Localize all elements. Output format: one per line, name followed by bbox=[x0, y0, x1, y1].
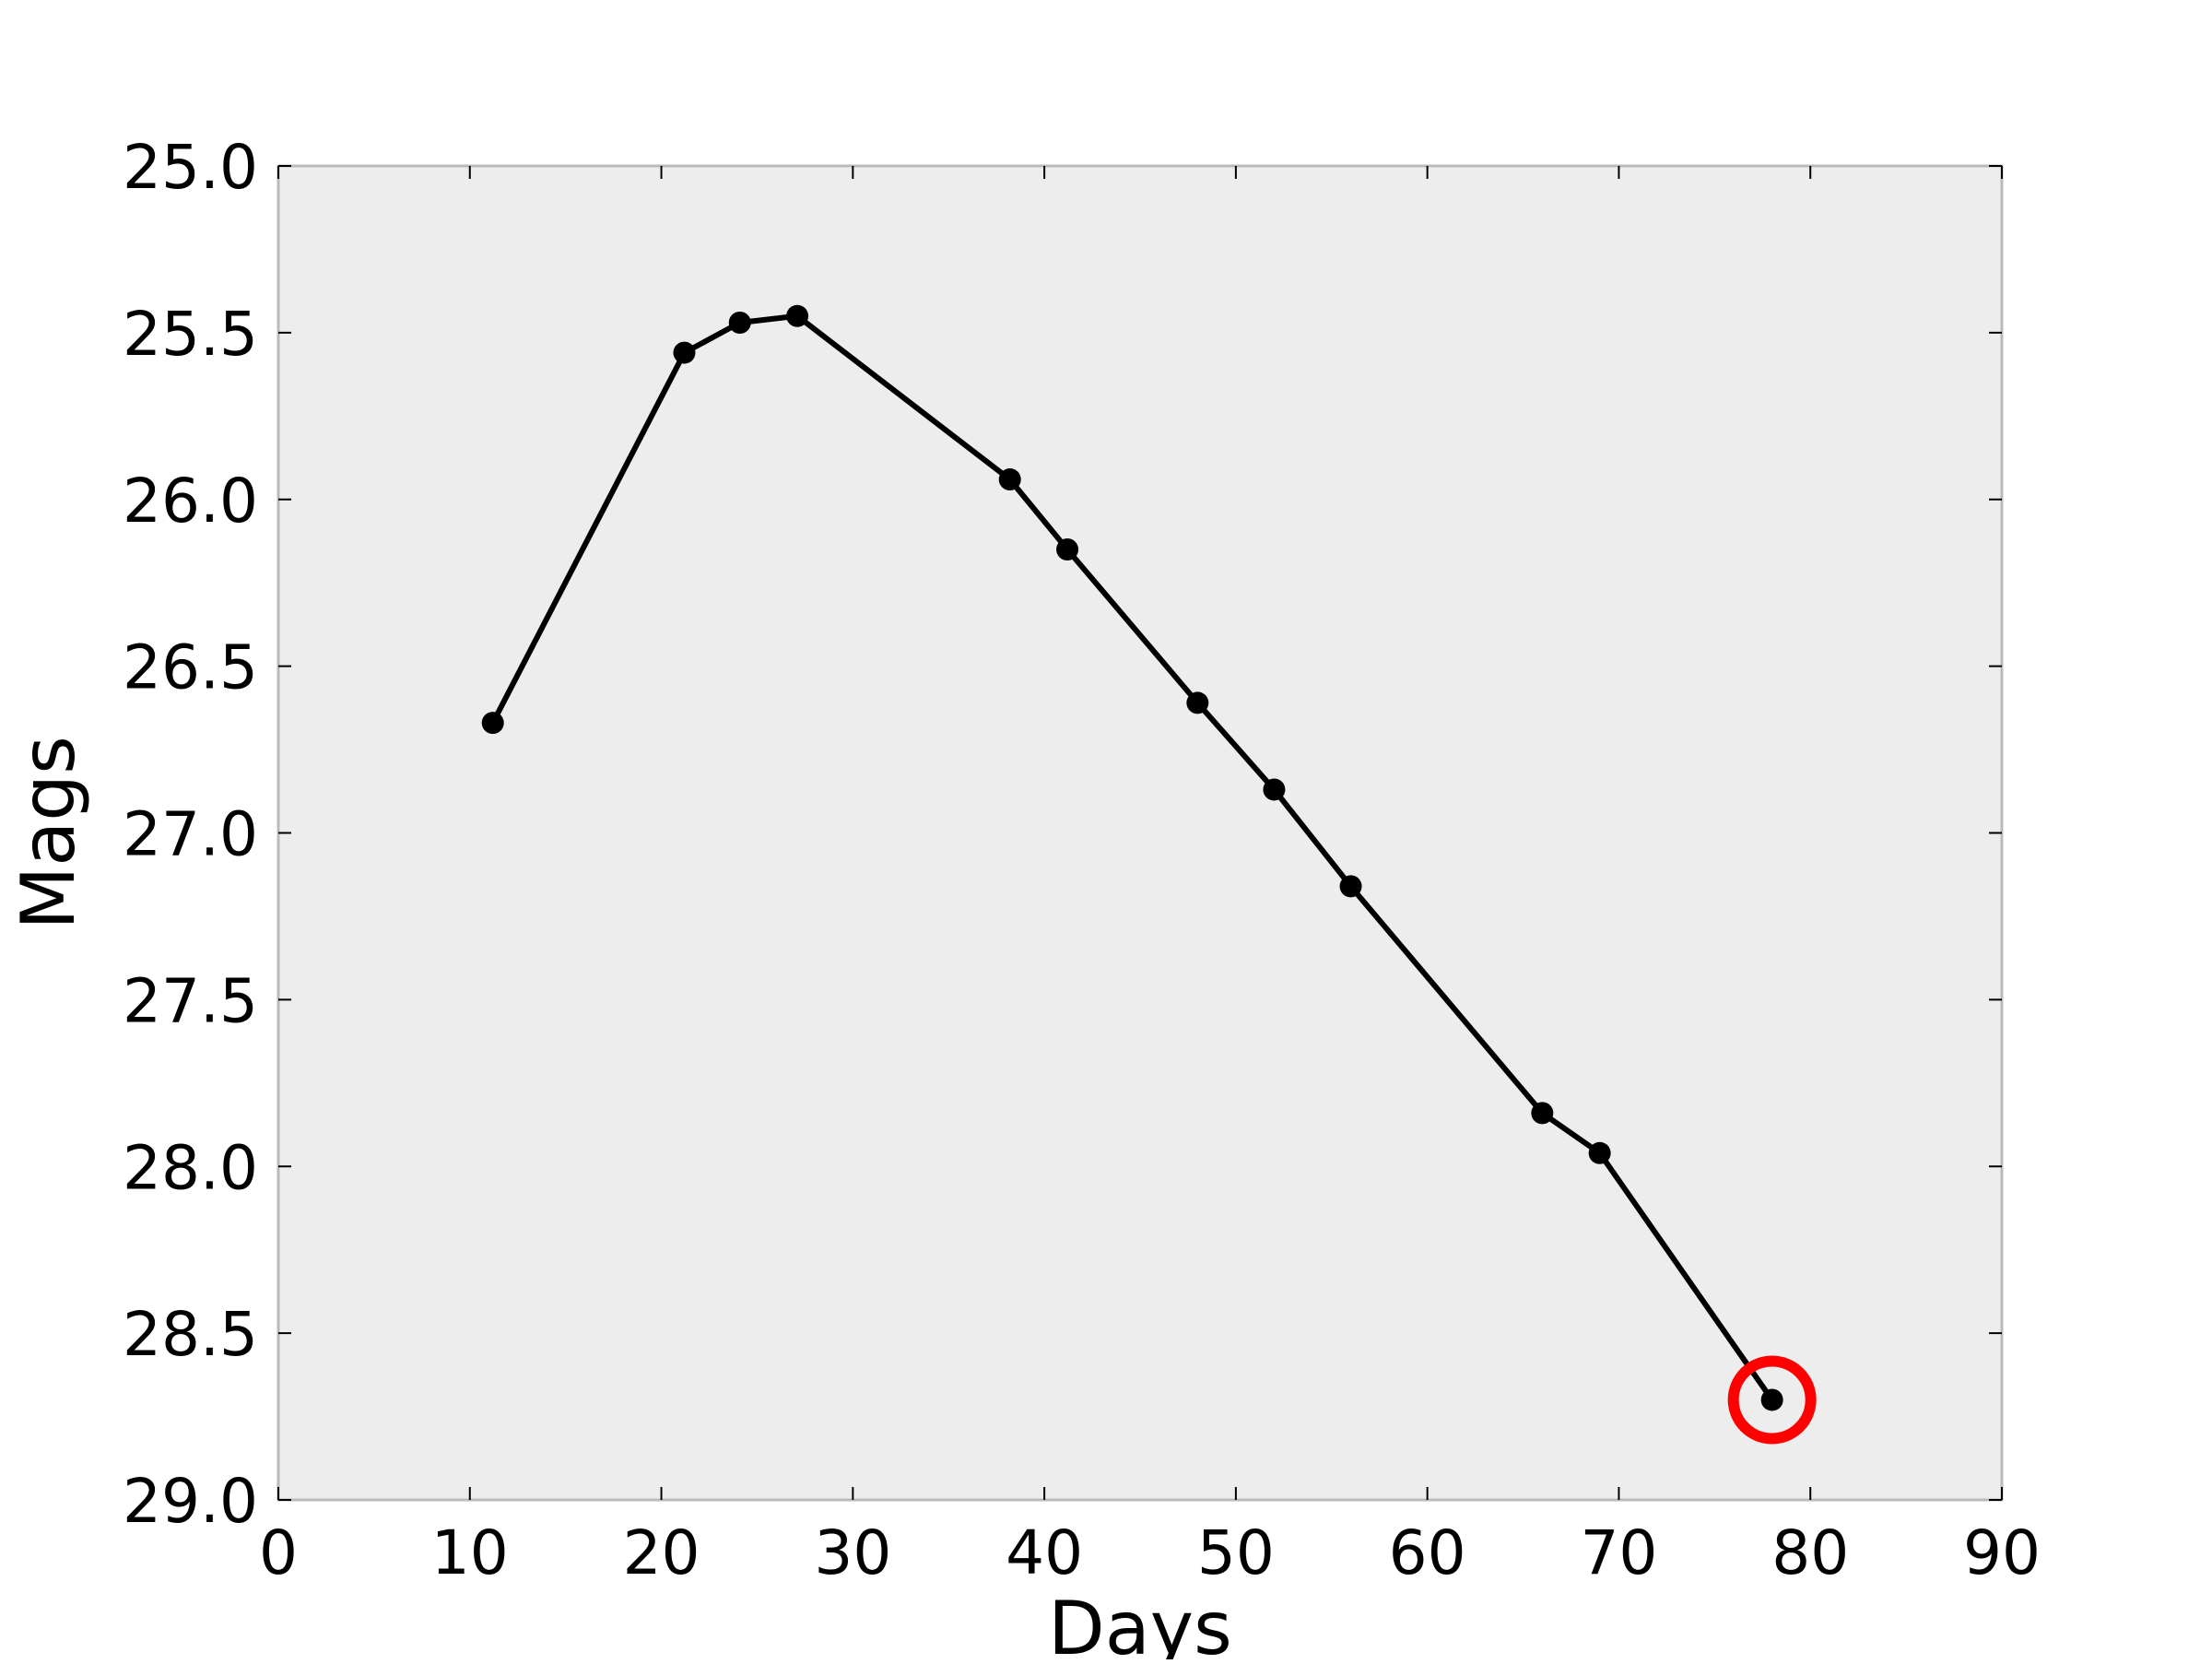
data-point bbox=[1760, 1388, 1783, 1411]
x-tick-label: 20 bbox=[623, 1517, 700, 1588]
x-tick-label: 70 bbox=[1580, 1517, 1657, 1588]
x-tick-label: 0 bbox=[259, 1517, 298, 1588]
data-point bbox=[728, 312, 751, 335]
data-point bbox=[673, 341, 696, 364]
data-point bbox=[1531, 1102, 1554, 1125]
x-axis-title: Days bbox=[1048, 1586, 1232, 1659]
highlight-layer bbox=[1727, 1355, 1817, 1445]
y-tick-label: 27.0 bbox=[123, 799, 258, 870]
y-tick-label: 26.5 bbox=[123, 632, 258, 703]
x-tick-label: 60 bbox=[1389, 1517, 1466, 1588]
data-point bbox=[1588, 1141, 1611, 1164]
data-point bbox=[481, 712, 504, 735]
x-tick-label: 10 bbox=[431, 1517, 509, 1588]
x-tick-label: 30 bbox=[814, 1517, 891, 1588]
data-point bbox=[998, 468, 1021, 491]
x-tick-label: 90 bbox=[1963, 1517, 2041, 1588]
data-point bbox=[1339, 875, 1362, 898]
data-point bbox=[1263, 778, 1286, 801]
data-point bbox=[1056, 538, 1079, 561]
plot-area bbox=[276, 164, 2004, 1502]
data-point bbox=[1186, 691, 1209, 714]
highlight-ring bbox=[1727, 1355, 1817, 1445]
x-tick-label: 40 bbox=[1006, 1517, 1083, 1588]
y-tick-label: 28.5 bbox=[123, 1299, 258, 1370]
y-tick-label: 28.0 bbox=[123, 1132, 258, 1203]
x-tick-label: 50 bbox=[1197, 1517, 1275, 1588]
data-point bbox=[786, 304, 809, 327]
ticks-layer: 0 10 20 30 40 50 60 70 80 90 25.0 25.5 26.0 26.5 27.0 2… bbox=[123, 132, 2041, 1588]
series-layer bbox=[481, 304, 1783, 1411]
y-tick-label: 27.5 bbox=[123, 965, 258, 1036]
x-tick-label: 80 bbox=[1771, 1517, 1849, 1588]
y-tick-label: 25.5 bbox=[123, 299, 258, 370]
y-tick-label: 29.0 bbox=[123, 1466, 258, 1537]
y-axis-title: Mags bbox=[6, 736, 91, 930]
y-tick-label: 26.0 bbox=[123, 466, 258, 537]
y-tick-label: 25.0 bbox=[123, 132, 258, 203]
